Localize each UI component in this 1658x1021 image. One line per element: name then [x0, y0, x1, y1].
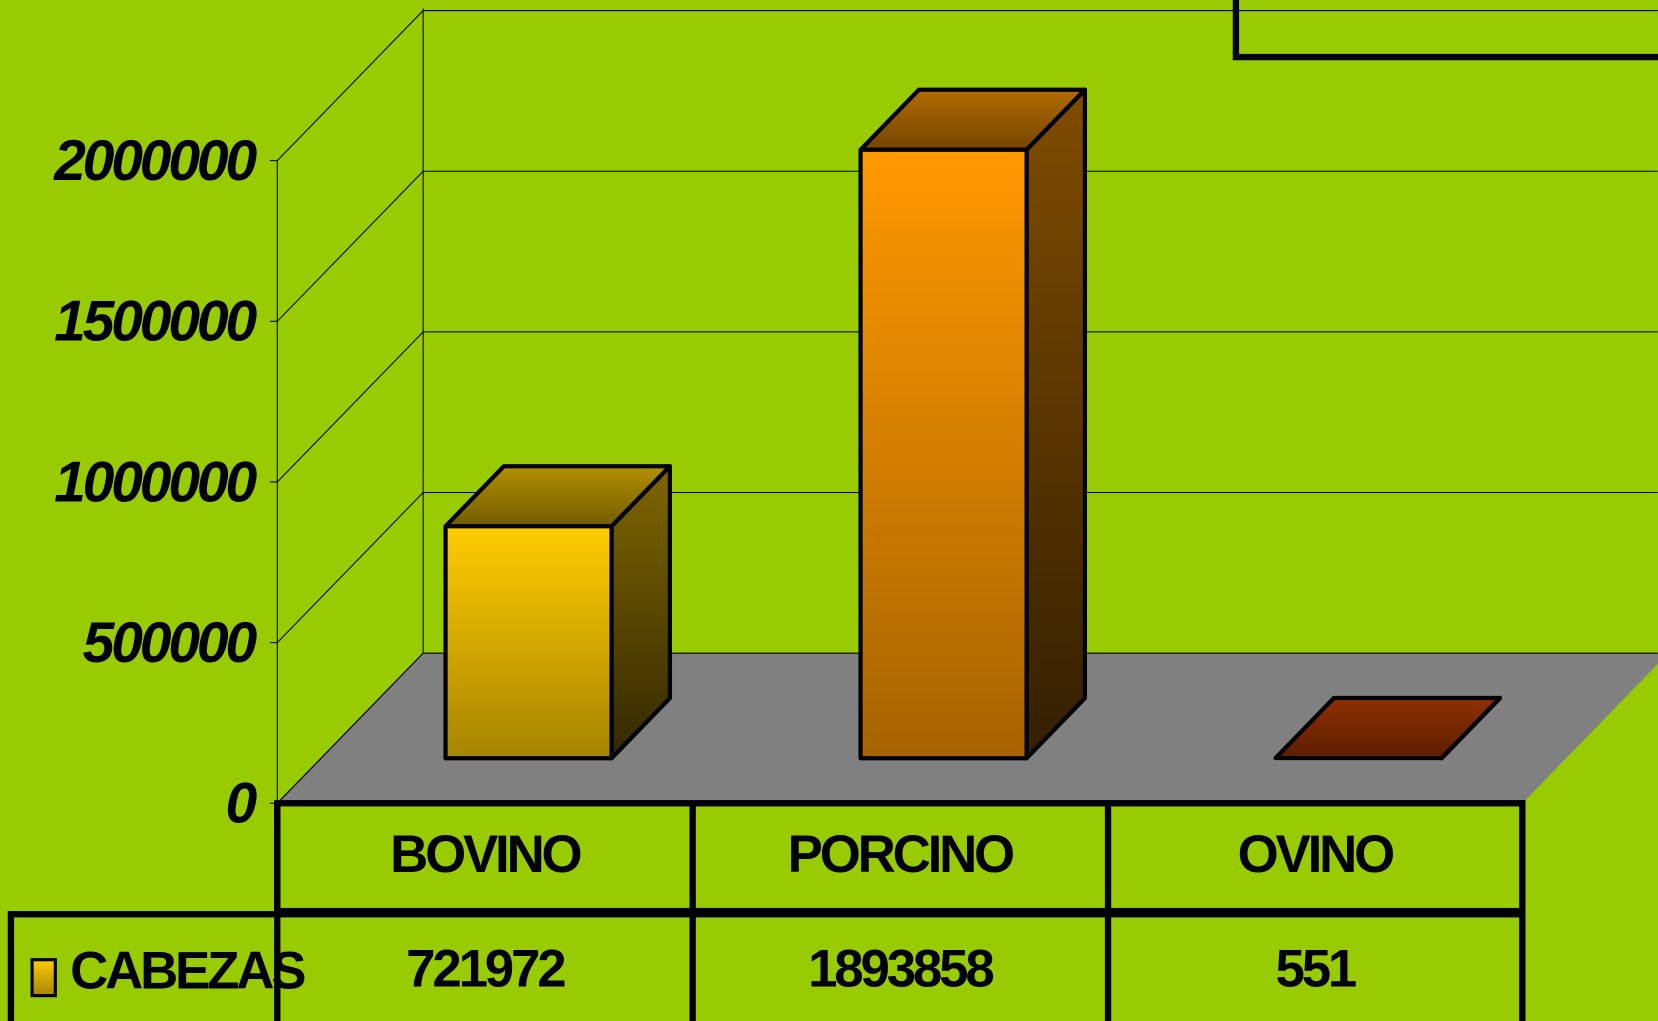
y-tick-label: 2000000 — [53, 129, 257, 193]
legend-key-shade — [32, 959, 56, 996]
grid-line — [276, 652, 1658, 804]
bar — [1273, 695, 1503, 761]
grid-line — [276, 331, 1658, 483]
x-category-label: BOVINO — [390, 825, 580, 884]
table-row-border — [7, 911, 1526, 1021]
y-tick-label: 1500000 — [54, 290, 257, 354]
bar-front-shade — [858, 147, 1029, 761]
data-table — [7, 800, 1526, 1021]
table-value: 551 — [1276, 939, 1356, 998]
grid-line — [276, 492, 1658, 643]
bar-side-shade — [1024, 87, 1088, 761]
x-category-label: PORCINO — [788, 825, 1013, 884]
table-value: 1893858 — [808, 939, 993, 998]
y-tick-label: 500000 — [83, 611, 258, 675]
grid-line — [276, 10, 1658, 162]
bars — [443, 87, 1503, 761]
grid-line — [276, 170, 1658, 322]
bar — [443, 464, 673, 761]
bar-front-shade — [443, 524, 614, 761]
y-tick-label: 0 — [225, 772, 257, 836]
bar — [858, 87, 1088, 761]
table-value: 721972 — [406, 939, 565, 998]
y-tick-label: 1000000 — [54, 450, 257, 514]
legend-label: CABEZAS — [70, 941, 305, 1000]
bar-top-shade — [1273, 695, 1503, 761]
title-box — [1232, 0, 1658, 61]
x-category-label: OVINO — [1238, 825, 1393, 884]
